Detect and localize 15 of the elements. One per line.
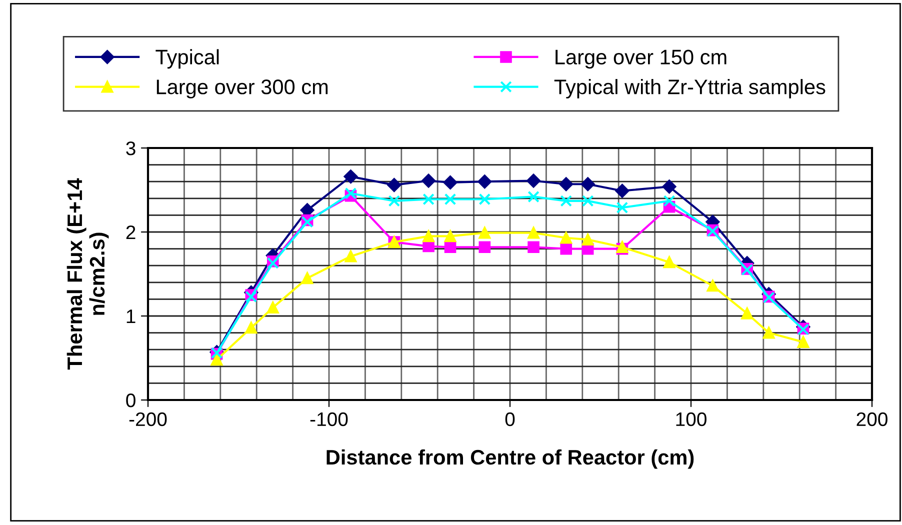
y-axis-title: Thermal Flux (E+14 n/cm2.s) <box>66 178 109 370</box>
x-tick-label: 200 <box>856 412 888 426</box>
x-tick-label: 100 <box>676 412 706 426</box>
x-tick-label: -100 <box>310 412 348 426</box>
legend-label: Typical <box>156 49 219 69</box>
y-tick-label: 2 <box>126 225 136 240</box>
x-axis-title: Distance from Centre of Reactor (cm) <box>326 449 694 469</box>
legend-label: Large over 300 cm <box>156 80 328 98</box>
x-tick-label: 0 <box>505 412 515 426</box>
legend-label: Large over 150 cm <box>556 50 726 69</box>
legend-label: Typical with Zr-Yttria samples <box>554 79 826 98</box>
x-tick-label: -200 <box>129 412 167 426</box>
y-tick-label: 1 <box>126 310 136 324</box>
y-tick-label: 3 <box>126 141 136 156</box>
y-tick-label: 0 <box>126 393 136 408</box>
